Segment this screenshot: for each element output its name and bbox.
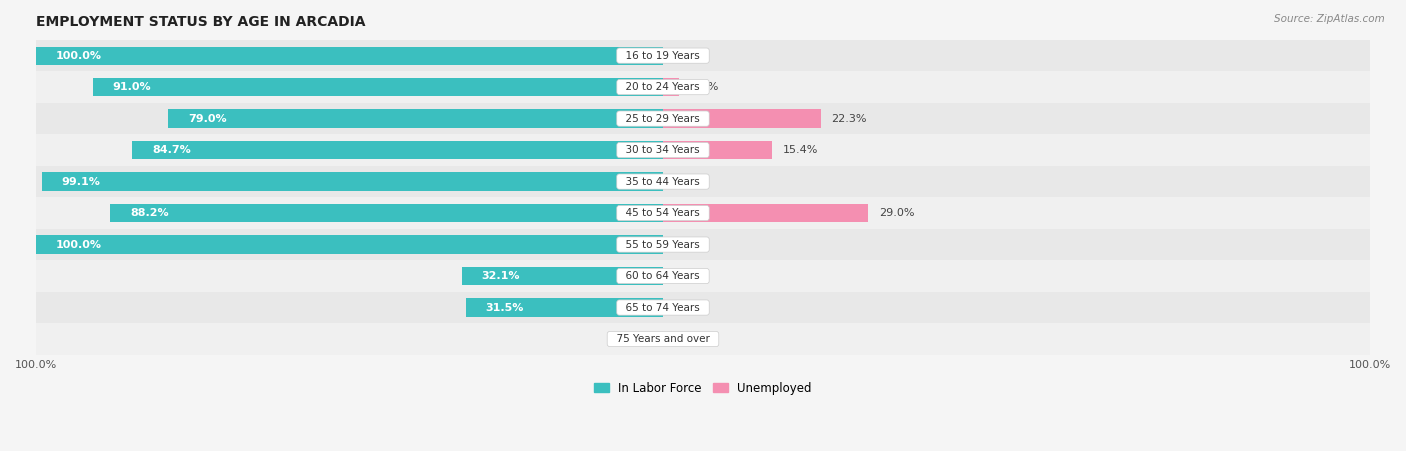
Bar xyxy=(42,172,664,191)
Bar xyxy=(664,110,821,128)
Text: 55 to 59 Years: 55 to 59 Years xyxy=(620,239,707,249)
Text: 45 to 54 Years: 45 to 54 Years xyxy=(620,208,707,218)
Text: 25 to 29 Years: 25 to 29 Years xyxy=(620,114,707,124)
Bar xyxy=(132,141,664,159)
Text: 84.7%: 84.7% xyxy=(152,145,191,155)
Bar xyxy=(37,229,1369,260)
Text: 15.4%: 15.4% xyxy=(783,145,818,155)
Text: Source: ZipAtlas.com: Source: ZipAtlas.com xyxy=(1274,14,1385,23)
Text: 16 to 19 Years: 16 to 19 Years xyxy=(620,51,707,60)
Bar xyxy=(167,110,664,128)
Text: 0.0%: 0.0% xyxy=(673,177,702,187)
Text: 0.0%: 0.0% xyxy=(673,271,702,281)
Bar xyxy=(37,166,1369,198)
Text: 60 to 64 Years: 60 to 64 Years xyxy=(620,271,707,281)
Text: 35 to 44 Years: 35 to 44 Years xyxy=(620,177,707,187)
Text: 88.2%: 88.2% xyxy=(131,208,169,218)
Bar xyxy=(110,204,664,222)
Bar xyxy=(37,323,1369,355)
Text: 65 to 74 Years: 65 to 74 Years xyxy=(620,303,707,313)
Text: 100.0%: 100.0% xyxy=(56,239,103,249)
Text: 0.0%: 0.0% xyxy=(673,334,702,344)
Text: 20 to 24 Years: 20 to 24 Years xyxy=(620,82,707,92)
Bar xyxy=(37,71,1369,103)
Text: 91.0%: 91.0% xyxy=(112,82,152,92)
Text: 30 to 34 Years: 30 to 34 Years xyxy=(620,145,707,155)
Text: 79.0%: 79.0% xyxy=(188,114,226,124)
Text: 0.0%: 0.0% xyxy=(673,303,702,313)
Bar xyxy=(93,78,664,96)
Bar xyxy=(37,134,1369,166)
Text: 75 Years and over: 75 Years and over xyxy=(610,334,716,344)
Bar xyxy=(37,46,664,65)
Text: 0.0%: 0.0% xyxy=(673,239,702,249)
Bar xyxy=(37,260,1369,292)
Bar xyxy=(664,204,868,222)
Text: 0.0%: 0.0% xyxy=(628,334,657,344)
Bar xyxy=(664,141,772,159)
Text: 2.3%: 2.3% xyxy=(690,82,718,92)
Text: 29.0%: 29.0% xyxy=(879,208,914,218)
Bar xyxy=(37,103,1369,134)
Text: EMPLOYMENT STATUS BY AGE IN ARCADIA: EMPLOYMENT STATUS BY AGE IN ARCADIA xyxy=(37,15,366,29)
Text: 22.3%: 22.3% xyxy=(831,114,866,124)
Text: 99.1%: 99.1% xyxy=(62,177,101,187)
Text: 0.0%: 0.0% xyxy=(673,51,702,60)
Text: 32.1%: 32.1% xyxy=(482,271,520,281)
Bar xyxy=(465,299,664,317)
Bar xyxy=(461,267,664,285)
Bar xyxy=(37,198,1369,229)
Text: 100.0%: 100.0% xyxy=(56,51,103,60)
Bar xyxy=(37,292,1369,323)
Text: 31.5%: 31.5% xyxy=(485,303,524,313)
Bar xyxy=(37,235,664,254)
Legend: In Labor Force, Unemployed: In Labor Force, Unemployed xyxy=(589,377,817,399)
Bar xyxy=(664,78,679,96)
Bar xyxy=(37,40,1369,71)
